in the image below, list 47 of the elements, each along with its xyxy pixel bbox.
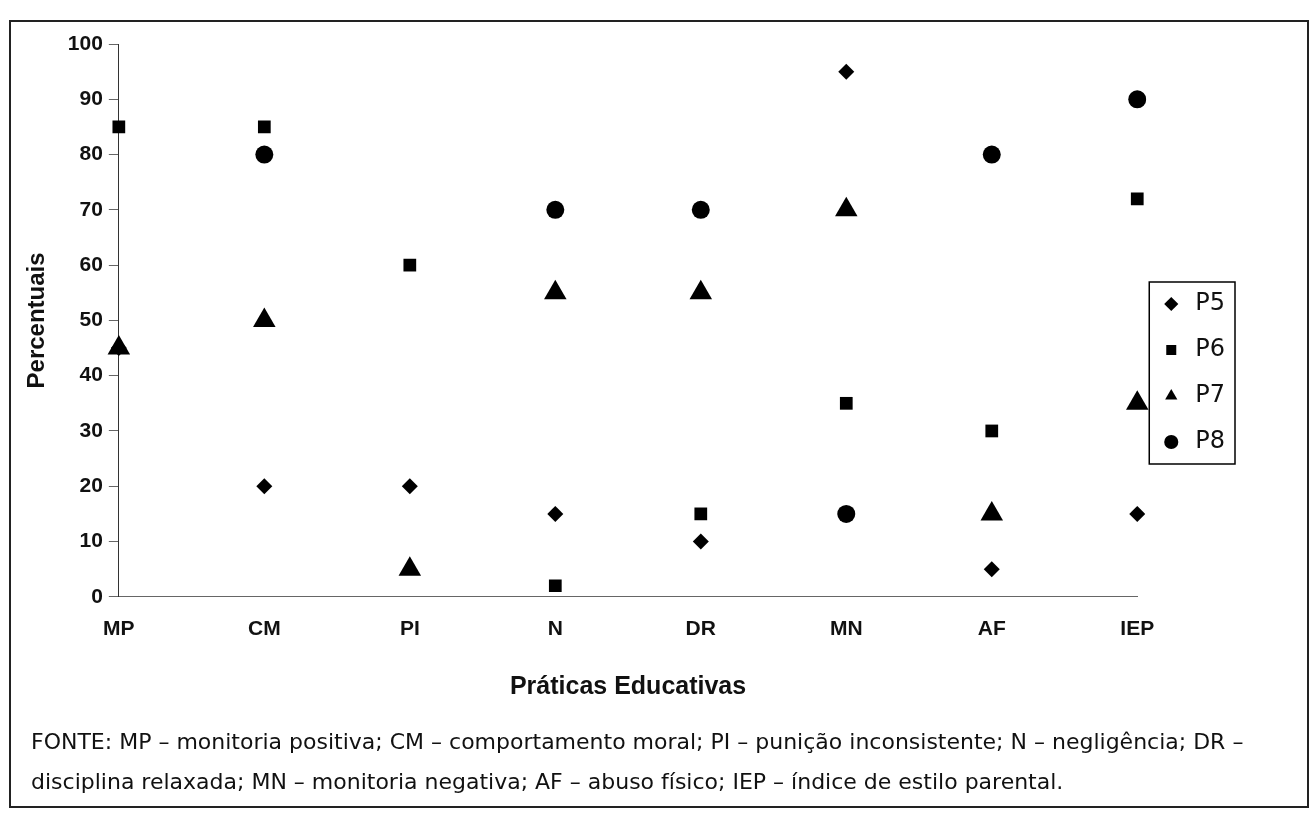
point [257,120,271,134]
y-tick-label: 0 [91,583,103,607]
y-tick-label: 50 [79,307,103,331]
point [255,145,274,164]
legend-label: P7 [1195,380,1226,409]
y-axis-title: Percentuais [22,252,50,389]
point [839,396,853,410]
point [691,200,710,219]
point [546,200,565,219]
point [112,120,126,134]
y-tick-label: 10 [79,528,103,552]
x-tick-label: IEP [1120,616,1155,640]
point [1128,90,1147,109]
point [982,145,1001,164]
y-tick-label: 90 [79,86,103,110]
legend-label: P5 [1195,288,1226,317]
y-tick-label: 40 [79,362,103,386]
x-tick-label: CM [247,616,281,640]
point [401,478,418,495]
point [983,561,1000,578]
point [838,63,855,80]
point [1129,505,1146,522]
point [548,579,562,593]
point [547,505,564,522]
point [985,424,999,438]
y-tick-label: 70 [79,196,103,220]
x-tick-label: MN [829,616,863,640]
legend-label: P6 [1195,334,1226,363]
point [837,504,856,523]
source-note: FONTE: MP – monitoria positiva; CM – comportamento moral; PI – punição inconsistente; N – negligência; DR – disciplina relaxada; MN – monitoria negativa; AF – abuso físico; IEP – índice de estilo parental. [31,728,1245,796]
y-tick-label: 30 [79,417,103,441]
x-tick-label: PI [399,616,420,640]
y-tick-label: 100 [67,30,103,54]
y-tick-label: 80 [79,141,103,165]
x-tick-label: AF [977,616,1006,640]
point [1130,192,1144,206]
point [256,478,273,495]
y-tick-label: 20 [79,473,103,497]
y-tick-label: 60 [79,251,103,275]
x-tick-label: DR [685,616,716,640]
x-axis-title: Práticas Educativas [509,670,747,699]
point [692,533,709,550]
point [403,258,417,272]
x-tick-label: N [547,616,563,640]
legend-label: P8 [1195,426,1226,455]
point [694,507,708,521]
x-tick-label: MP [103,616,135,640]
